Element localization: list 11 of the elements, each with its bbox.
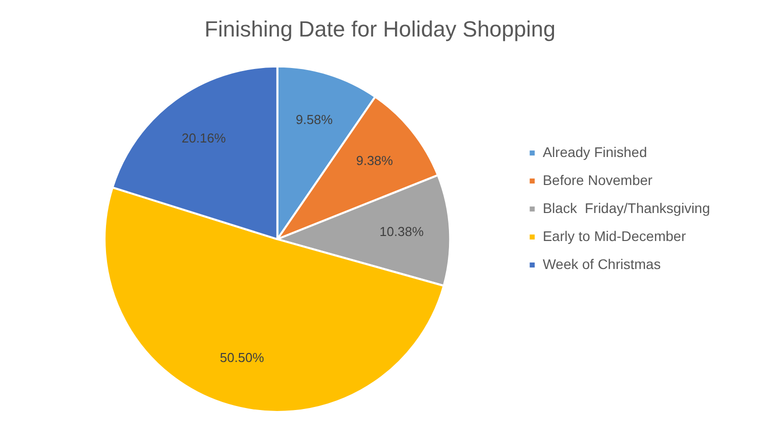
legend-label: Already Finished [542,144,647,160]
legend-label: Before November [542,172,653,188]
legend-label: Week of Christmas [542,256,661,272]
data-label: 10.38% [380,224,424,240]
data-label: 9.58% [296,112,334,127]
data-label: 20.16% [182,130,226,146]
chart-title: Finishing Date for Holiday Shopping [204,16,556,42]
legend-label: Black Friday/Thanksgiving [542,200,710,216]
legend-label: Early to Mid-December [542,228,686,244]
data-label: 9.38% [356,153,394,168]
data-label: 50.50% [220,350,264,366]
